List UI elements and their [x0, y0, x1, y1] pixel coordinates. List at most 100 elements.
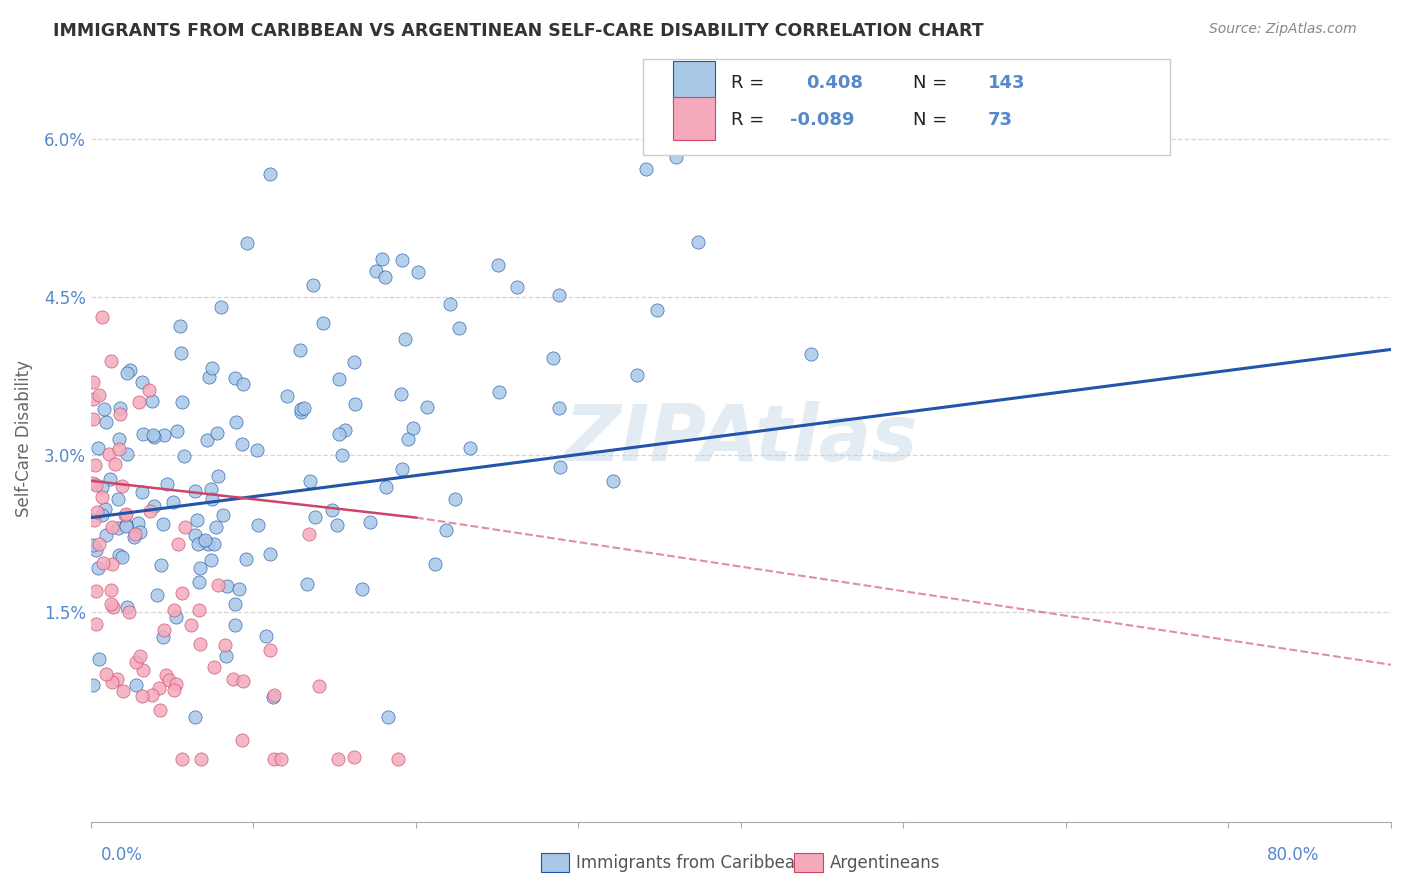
Point [434, 523, 457, 537]
Point [129, 648, 152, 663]
Point [163, 682, 186, 697]
Point [488, 384, 510, 399]
Point [202, 659, 225, 673]
Point [371, 252, 394, 266]
Point [184, 483, 207, 498]
Point [541, 351, 564, 365]
Point [104, 457, 127, 471]
Point [375, 480, 398, 494]
Point [100, 675, 122, 690]
Text: ZIPAtlas: ZIPAtlas [564, 401, 918, 476]
Point [152, 516, 174, 531]
Point [197, 537, 219, 551]
Point [304, 510, 326, 524]
FancyBboxPatch shape [644, 59, 1170, 155]
Point [139, 504, 162, 518]
Point [101, 557, 124, 571]
Point [115, 599, 138, 614]
Point [115, 519, 138, 533]
Point [188, 561, 211, 575]
Point [115, 517, 138, 532]
Point [200, 552, 222, 566]
Point [246, 442, 269, 457]
Point [505, 280, 527, 294]
Point [215, 648, 238, 663]
Point [87, 652, 110, 666]
Point [377, 710, 399, 724]
Point [111, 549, 134, 564]
FancyBboxPatch shape [673, 62, 716, 103]
Point [290, 401, 312, 416]
Point [326, 752, 349, 766]
Point [93, 401, 115, 416]
Point [94, 502, 117, 516]
Point [548, 459, 571, 474]
Point [82, 392, 104, 406]
Point [89, 537, 111, 551]
Point [401, 421, 423, 435]
Point [202, 537, 225, 551]
Point [90, 310, 112, 325]
Point [149, 703, 172, 717]
Point [82, 476, 104, 491]
Point [82, 678, 104, 692]
Point [415, 400, 437, 414]
Point [214, 638, 236, 652]
Point [82, 375, 104, 389]
Point [263, 752, 285, 766]
Point [152, 630, 174, 644]
Point [122, 530, 145, 544]
Point [125, 656, 148, 670]
Point [200, 482, 222, 496]
Point [626, 368, 648, 383]
Point [228, 582, 250, 597]
Point [330, 449, 353, 463]
Point [143, 499, 166, 513]
Point [486, 258, 509, 272]
Text: R =: R = [731, 112, 769, 129]
Point [645, 302, 668, 317]
Point [157, 673, 180, 688]
Point [108, 548, 131, 562]
Point [209, 300, 232, 314]
Point [82, 412, 104, 426]
Point [190, 752, 212, 766]
Point [389, 387, 412, 401]
Point [321, 503, 343, 517]
Text: -0.089: -0.089 [790, 112, 855, 129]
Point [634, 161, 657, 176]
Text: 0.0%: 0.0% [101, 846, 143, 863]
Text: 80.0%: 80.0% [1267, 846, 1319, 863]
Point [128, 394, 150, 409]
Point [734, 112, 756, 126]
Point [100, 583, 122, 598]
Point [84, 478, 107, 492]
Point [108, 442, 131, 456]
Point [193, 533, 215, 548]
Point [333, 423, 356, 437]
Point [343, 750, 366, 764]
Point [201, 491, 224, 506]
Point [127, 516, 149, 531]
Point [406, 265, 429, 279]
Point [84, 617, 107, 632]
Point [107, 492, 129, 507]
Point [295, 577, 318, 591]
Point [686, 235, 709, 249]
Point [188, 602, 211, 616]
Point [387, 752, 409, 766]
Text: N =: N = [912, 112, 953, 129]
Point [108, 401, 131, 416]
Point [359, 515, 381, 529]
Point [141, 688, 163, 702]
Point [193, 533, 215, 548]
Point [374, 269, 396, 284]
Point [169, 319, 191, 334]
Point [91, 508, 114, 523]
Text: 73: 73 [988, 112, 1012, 129]
Point [188, 637, 211, 651]
Point [90, 480, 112, 494]
Point [105, 672, 128, 686]
Point [254, 629, 277, 643]
Point [224, 617, 246, 632]
